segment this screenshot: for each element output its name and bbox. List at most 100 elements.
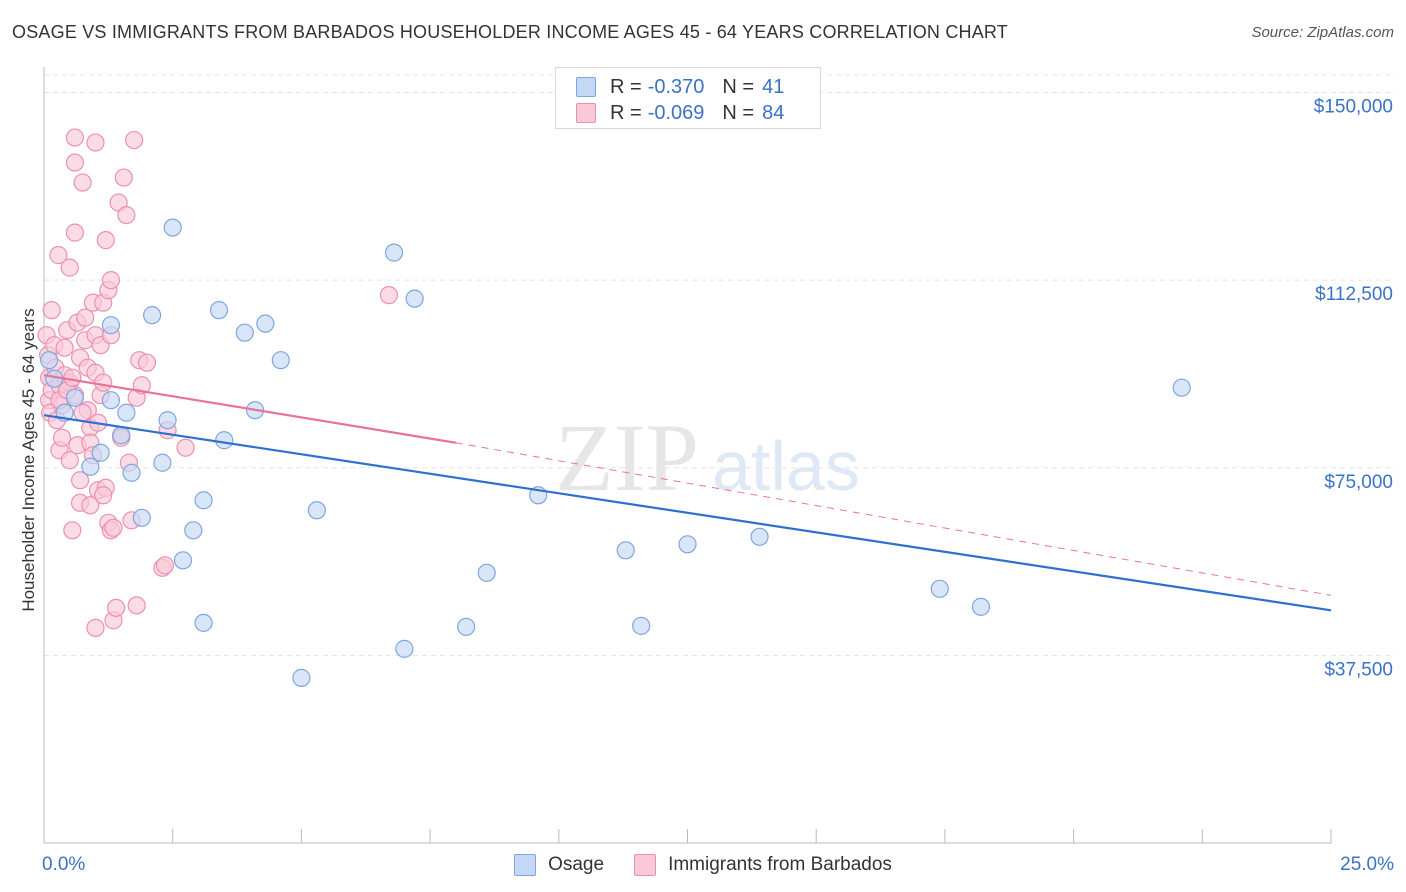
- osage-point: [153, 453, 172, 472]
- legend-item-barbados[interactable]: Immigrants from Barbados: [634, 854, 892, 876]
- n-value: 84: [762, 101, 785, 124]
- osage-point: [163, 218, 182, 237]
- osage-point: [256, 314, 275, 333]
- barbados-trendline-extension: [455, 442, 1332, 596]
- osage-point: [750, 527, 769, 546]
- axes-layer: [43, 67, 1332, 844]
- barbados-point: [65, 223, 84, 242]
- osage-point: [112, 426, 131, 445]
- barbados-point: [63, 368, 82, 387]
- osage-point: [292, 668, 311, 687]
- osage-point: [209, 301, 229, 320]
- r-label: R =: [610, 75, 642, 98]
- osage-point: [158, 411, 177, 430]
- grid-layer: [44, 74, 1395, 656]
- osage-point: [930, 579, 949, 598]
- osage-point: [194, 613, 213, 632]
- osage-point: [271, 351, 290, 370]
- barbados-point: [60, 258, 79, 277]
- legend-item-osage[interactable]: Osage: [514, 854, 604, 876]
- osage-swatch: [514, 854, 537, 876]
- osage-point: [65, 388, 84, 407]
- barbados-point: [60, 451, 79, 470]
- osage-point: [632, 616, 651, 635]
- barbados-point: [96, 231, 115, 250]
- osage-point: [101, 391, 121, 410]
- osage-point: [405, 289, 424, 308]
- r-value: -0.370: [647, 75, 705, 98]
- r-value: -0.069: [647, 101, 705, 124]
- barbados-point: [86, 133, 105, 152]
- osage-point: [194, 491, 213, 510]
- x-tick-label: 0.0%: [42, 854, 85, 875]
- barbados-point: [155, 556, 175, 575]
- barbados-point: [70, 471, 90, 490]
- y-tick-label: $75,000: [1324, 472, 1393, 493]
- barbados-point: [117, 205, 136, 225]
- barbados-point: [104, 518, 123, 537]
- barbados-point: [49, 246, 68, 265]
- barbados-point: [137, 353, 157, 372]
- osage-point: [40, 351, 59, 370]
- osage-point: [678, 535, 697, 554]
- barbados-point: [52, 428, 72, 447]
- barbados-point: [124, 130, 144, 150]
- osage-point: [143, 306, 162, 325]
- barbados-point: [101, 271, 121, 290]
- osage-point: [122, 463, 141, 482]
- legend-row-osage: R = -0.370 N = 41: [576, 74, 784, 100]
- barbados-swatch: [576, 103, 596, 123]
- osage-point: [173, 551, 193, 570]
- legend-label-osage: Osage: [548, 854, 605, 875]
- y-tick-label: $150,000: [1314, 97, 1393, 118]
- y-tick-label: $112,500: [1315, 284, 1393, 305]
- y-axis-title: Householder Income Ages 45 - 64 years: [19, 308, 38, 611]
- watermark-atlas: atlas: [712, 427, 860, 505]
- chart-title: OSAGE VS IMMIGRANTS FROM BARBADOS HOUSEH…: [12, 22, 1008, 42]
- n-label: N =: [722, 101, 755, 124]
- osage-point: [81, 457, 100, 476]
- barbados-point: [176, 438, 195, 457]
- barbados-point: [81, 496, 100, 515]
- watermark: ZIP atlas: [555, 404, 860, 511]
- osage-point: [235, 323, 254, 342]
- barbados-point: [94, 373, 113, 392]
- barbados-point: [42, 301, 61, 320]
- legend-label-barbados: Immigrants from Barbados: [668, 854, 892, 875]
- stats-legend: R = -0.370 N = 41 R = -0.069 N = 84: [555, 67, 821, 129]
- barbados-trendline: [43, 374, 457, 444]
- source-label: Source: ZipAtlas.com: [1251, 24, 1394, 41]
- barbados-point: [94, 486, 113, 505]
- n-value: 41: [762, 75, 785, 98]
- barbados-swatch: [634, 854, 657, 876]
- osage-point: [616, 541, 635, 560]
- barbados-point: [127, 596, 146, 615]
- barbados-point: [379, 286, 399, 305]
- osage-point: [132, 508, 151, 527]
- legend-row-barbados: R = -0.069 N = 84: [576, 100, 784, 126]
- osage-point: [101, 316, 121, 335]
- osage-point: [215, 431, 234, 450]
- osage-point: [395, 639, 414, 658]
- watermark-zip: ZIP: [555, 404, 699, 511]
- osage-point: [1172, 378, 1191, 397]
- trend-layer: [43, 374, 1332, 612]
- barbados-point: [73, 173, 92, 192]
- labels-layer: $37,500 $75,000 $112,500 $150,000 0.0% 25.0% H…: [19, 97, 1394, 875]
- osage-swatch: [576, 77, 596, 97]
- osage-point: [971, 597, 991, 616]
- osage-point: [184, 521, 203, 540]
- barbados-point: [73, 403, 92, 422]
- barbados-point: [106, 598, 126, 617]
- y-tick-label: $37,500: [1324, 659, 1393, 680]
- barbados-point: [114, 168, 133, 187]
- barbados-point: [65, 153, 84, 172]
- osage-point: [117, 403, 136, 422]
- osage-point: [307, 501, 326, 520]
- barbados-point: [76, 308, 95, 327]
- osage-trendline: [43, 414, 1332, 612]
- barbados-point: [65, 128, 84, 147]
- series-legend: Osage Immigrants from Barbados: [0, 852, 1406, 878]
